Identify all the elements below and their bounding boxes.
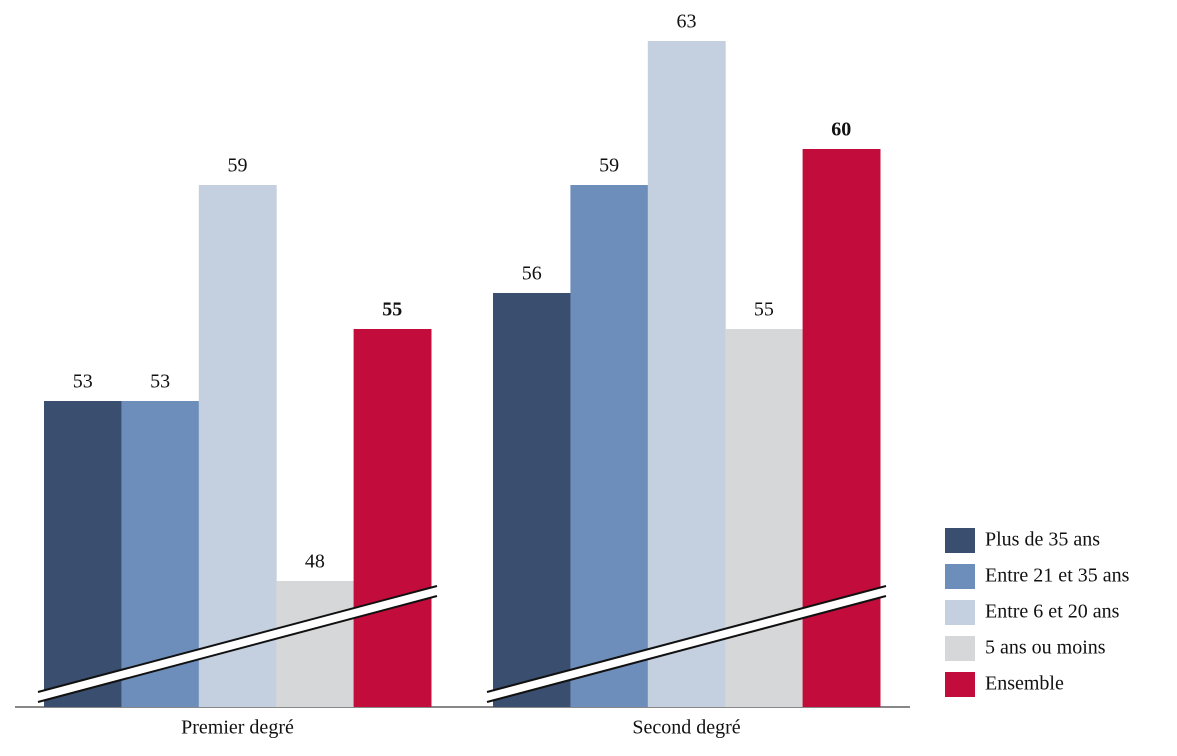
value-label: 53 xyxy=(150,371,170,393)
value-label: 48 xyxy=(305,551,325,573)
x-tick-label: Second degré xyxy=(632,717,740,739)
value-label: 55 xyxy=(754,299,774,321)
value-label: 59 xyxy=(599,155,619,177)
bar xyxy=(570,185,649,707)
bar xyxy=(276,581,355,707)
bar xyxy=(493,293,571,707)
value-label: 63 xyxy=(677,11,697,33)
bar xyxy=(198,185,277,707)
legend-label: Entre 6 et 20 ans xyxy=(985,601,1120,623)
axis-break-line xyxy=(486,595,887,703)
bar xyxy=(725,329,804,707)
bar xyxy=(353,329,432,707)
legend-swatch xyxy=(945,600,975,625)
axis-break-band xyxy=(38,586,437,702)
value-label: 56 xyxy=(522,263,542,285)
legend-swatch xyxy=(945,672,975,697)
axis-break-band xyxy=(487,586,886,702)
x-tick-label: Premier degré xyxy=(181,717,294,739)
value-label: 55 xyxy=(382,299,402,321)
legend-swatch xyxy=(945,564,975,589)
bar xyxy=(647,41,726,707)
bar xyxy=(802,149,881,707)
value-label: 53 xyxy=(73,371,93,393)
axis-break-line xyxy=(37,595,438,703)
value-label: 59 xyxy=(228,155,248,177)
legend-swatch xyxy=(945,528,975,553)
legend-label: Plus de 35 ans xyxy=(985,529,1100,551)
legend-label: 5 ans ou moins xyxy=(985,637,1106,659)
bar xyxy=(44,401,122,707)
legend-label: Ensemble xyxy=(985,673,1064,695)
axis-break-line xyxy=(486,585,887,693)
legend-swatch xyxy=(945,636,975,661)
legend-label: Entre 21 et 35 ans xyxy=(985,565,1130,587)
value-label: 60 xyxy=(831,119,851,141)
axis-break-line xyxy=(37,585,438,693)
